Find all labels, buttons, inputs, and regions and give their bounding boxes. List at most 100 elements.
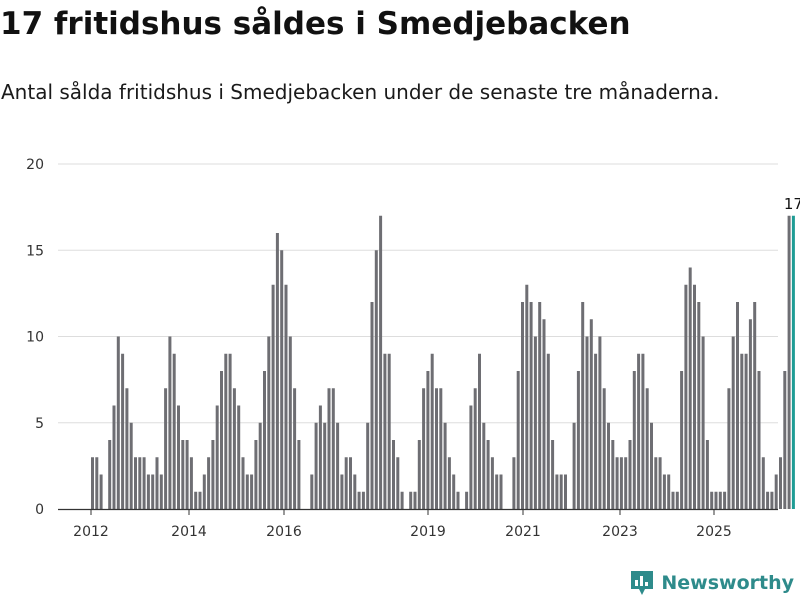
bar [254,440,258,509]
bar [121,353,125,509]
bar [628,440,632,509]
bar [207,457,211,509]
bar [314,422,318,509]
bar [344,457,348,509]
bar [357,491,361,509]
bar [757,371,761,509]
bar [215,405,219,509]
bar [327,388,331,509]
bar [766,491,770,509]
bar [116,336,120,509]
bar [392,440,395,509]
bar [99,474,103,509]
bar [164,388,168,509]
bar [258,422,262,509]
bar [714,491,718,509]
bar [318,405,322,509]
bar [452,474,456,509]
bar [559,474,563,509]
bar [473,388,477,509]
bar [675,491,679,509]
bar [542,319,546,509]
bar [297,440,301,509]
bar [245,474,249,509]
bar [779,457,782,509]
y-axis-ticks: 0 5 10 15 20 [26,157,44,518]
bar [761,457,765,509]
bar [435,388,438,509]
bar [181,440,185,509]
bar [185,440,189,509]
bar [288,336,292,509]
bar [723,491,727,509]
bar [490,457,494,509]
bar [701,336,705,509]
bar [250,474,254,509]
bar [581,302,585,509]
bar [413,491,417,509]
bar [336,422,340,509]
bar [529,302,533,509]
bar [662,474,666,509]
y-tick-label: 15 [26,243,44,259]
bar [142,457,146,509]
bar-chart: 0 5 10 15 20 2012 2014 2016 2019 2021 2023 2025 17 [26,157,800,540]
grid-lines [58,163,778,424]
bar [748,319,752,509]
bar [576,371,580,509]
bar [417,440,421,509]
bar [323,422,327,509]
bar [697,302,701,509]
bar [374,250,378,509]
bar [710,491,714,509]
bar [379,215,383,509]
bar [516,371,520,509]
x-tick-label: 2016 [266,524,302,540]
bar [718,491,722,509]
bar [615,457,619,509]
bar [684,284,688,509]
bar [232,388,236,509]
bar [396,457,400,509]
bar [770,491,774,509]
brand-name: Newsworthy [661,572,794,594]
bar [168,336,172,509]
bar [155,457,159,509]
bar [753,302,757,509]
bar [654,457,658,509]
value-label: 17 [784,195,800,213]
bar [447,457,451,509]
bar [95,457,99,509]
bar [331,388,335,509]
bar [783,371,787,509]
bar [598,336,602,509]
bar [220,371,223,509]
bar [736,302,739,509]
x-tick-label: 2012 [73,524,109,540]
bar [267,336,271,509]
bar [310,474,314,509]
brand-logo[interactable]: Newsworthy [629,568,794,598]
bar [744,353,748,509]
bar [146,474,150,509]
chart-title: 17 fritidshus såldes i Smedjebacken [0,6,631,42]
bar [658,457,662,509]
bar [693,284,696,509]
bar [774,474,778,509]
x-tick-label: 2021 [505,524,541,540]
bar [340,474,344,509]
bar [482,422,486,509]
bar [159,474,163,509]
bar [271,284,275,509]
bar [293,388,297,509]
bar [202,474,206,509]
bar [280,250,284,509]
x-tick-label: 2025 [696,524,732,540]
bar [237,405,241,509]
bar [589,319,593,509]
bar [533,336,537,509]
value-labels: 17 [784,195,800,213]
y-tick-label: 5 [35,416,44,432]
bar [564,474,567,509]
bar-highlight [791,215,795,509]
